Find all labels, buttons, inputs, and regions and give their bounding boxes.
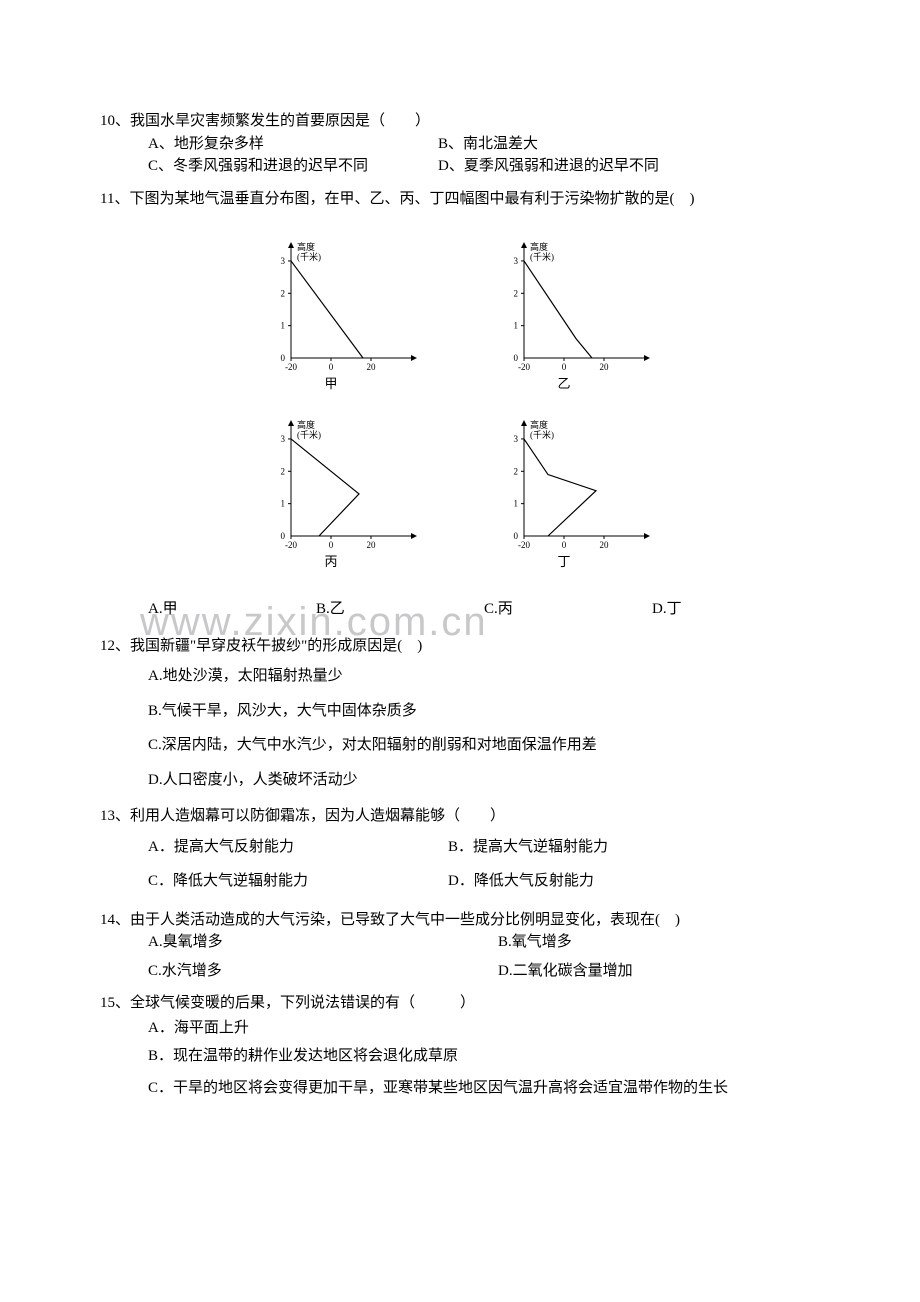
svg-text:3: 3 (281, 434, 286, 444)
svg-text:20: 20 (600, 540, 610, 550)
svg-text:1: 1 (514, 499, 519, 509)
svg-text:3: 3 (514, 434, 519, 444)
question-14: 14、 由于人类活动造成的大气污染，已导致了大气中一些成分比例明显变化，表现在(… (100, 909, 820, 983)
q14-option-c: C.水汽增多 (148, 960, 498, 983)
q12-number: 12、 (100, 635, 130, 658)
svg-text:3: 3 (281, 256, 286, 266)
q14-option-b: B.氧气增多 (498, 931, 572, 954)
chart-jia: 123-200200高度(千米)甲 (261, 228, 426, 394)
svg-text:1: 1 (281, 499, 286, 509)
q14-option-d: D.二氧化碳含量增加 (498, 960, 633, 983)
q13-option-c: C．降低大气逆辐射能力 (148, 870, 448, 893)
q12-option-b: B.气候干旱，风沙大，大气中固体杂质多 (148, 700, 820, 723)
q12-text: 我国新疆"早穿皮袄午披纱"的形成原因是( ) (130, 635, 820, 658)
svg-text:-20: -20 (518, 362, 530, 372)
svg-text:(千米): (千米) (530, 251, 554, 262)
question-10: 10、 我国水旱灾害频繁发生的首要原因是（ ） A、地形复杂多样 B、南北温差大… (100, 110, 820, 178)
svg-text:丁: 丁 (557, 554, 570, 569)
q15-number: 15、 (100, 992, 130, 1015)
svg-text:20: 20 (600, 362, 610, 372)
q10-text: 我国水旱灾害频繁发生的首要原因是（ ） (130, 110, 820, 133)
q13-option-a: A．提高大气反射能力 (148, 836, 448, 859)
q10-option-d: D、夏季风强弱和进退的迟早不同 (438, 155, 659, 178)
q11-option-c: C.丙 (484, 598, 652, 621)
question-12: 12、 我国新疆"早穿皮袄午披纱"的形成原因是( ) A.地处沙漠，太阳辐射热量… (100, 635, 820, 792)
q14-text: 由于人类活动造成的大气污染，已导致了大气中一些成分比例明显变化，表现在( ) (130, 909, 820, 932)
svg-text:高度: 高度 (530, 419, 548, 430)
svg-text:-20: -20 (285, 540, 297, 550)
q12-option-d: D.人口密度小，人类破坏活动少 (148, 769, 820, 792)
q10-option-a: A、地形复杂多样 (148, 133, 438, 156)
svg-text:高度: 高度 (530, 241, 548, 252)
q13-option-d: D．降低大气反射能力 (448, 870, 594, 893)
q10-option-c: C、冬季风强弱和进退的迟早不同 (148, 155, 438, 178)
q13-number: 13、 (100, 805, 130, 828)
svg-text:-20: -20 (518, 540, 530, 550)
svg-text:(千米): (千米) (530, 429, 554, 440)
svg-text:20: 20 (367, 362, 377, 372)
q15-option-b: B．现在温带的耕作业发达地区将会退化成草原 (148, 1045, 820, 1068)
svg-text:3: 3 (514, 256, 519, 266)
q15-option-a: A．海平面上升 (148, 1017, 820, 1040)
svg-text:高度: 高度 (297, 241, 315, 252)
svg-text:乙: 乙 (557, 376, 570, 391)
svg-text:高度: 高度 (297, 419, 315, 430)
svg-text:0: 0 (562, 362, 567, 372)
svg-text:0: 0 (514, 531, 519, 541)
svg-text:2: 2 (514, 288, 519, 298)
svg-text:甲: 甲 (324, 376, 337, 391)
svg-text:0: 0 (281, 353, 286, 363)
svg-text:-20: -20 (285, 362, 297, 372)
q13-text: 利用人造烟幕可以防御霜冻，因为人造烟幕能够（ ） (130, 805, 820, 828)
svg-text:2: 2 (281, 466, 286, 476)
charts-container: 123-200200高度(千米)甲 123-200200高度(千米)乙 123-… (100, 228, 820, 584)
svg-text:1: 1 (514, 321, 519, 331)
q11-option-b: B.乙 (316, 598, 484, 621)
q11-option-a: A.甲 (148, 598, 316, 621)
svg-text:1: 1 (281, 321, 286, 331)
question-15: 15、 全球气候变暖的后果，下列说法错误的有（ ） A．海平面上升 B．现在温带… (100, 992, 820, 1102)
svg-text:(千米): (千米) (297, 429, 321, 440)
q10-number: 10、 (100, 110, 130, 133)
q11-text: 下图为某地气温垂直分布图，在甲、乙、丙、丁四幅图中最有利于污染物扩散的是( ) (129, 188, 820, 211)
svg-text:2: 2 (281, 288, 286, 298)
question-11: 11、 下图为某地气温垂直分布图，在甲、乙、丙、丁四幅图中最有利于污染物扩散的是… (100, 188, 820, 621)
q12-option-a: A.地处沙漠，太阳辐射热量少 (148, 665, 820, 688)
q14-number: 14、 (100, 909, 130, 932)
svg-text:0: 0 (329, 362, 334, 372)
svg-text:0: 0 (329, 540, 334, 550)
svg-text:(千米): (千米) (297, 251, 321, 262)
svg-text:0: 0 (281, 531, 286, 541)
svg-text:丙: 丙 (324, 554, 337, 569)
q11-number: 11、 (100, 188, 129, 211)
svg-text:20: 20 (367, 540, 377, 550)
q14-option-a: A.臭氧增多 (148, 931, 498, 954)
svg-text:2: 2 (514, 466, 519, 476)
svg-text:0: 0 (514, 353, 519, 363)
q12-option-c: C.深居内陆，大气中水汽少，对太阳辐射的削弱和对地面保温作用差 (148, 734, 820, 757)
chart-yi: 123-200200高度(千米)乙 (494, 228, 659, 394)
q15-text: 全球气候变暖的后果，下列说法错误的有（ ） (130, 992, 820, 1015)
chart-bing: 123-200200高度(千米)丙 (261, 406, 426, 572)
q13-option-b: B．提高大气逆辐射能力 (448, 836, 608, 859)
q11-option-d: D.丁 (652, 598, 820, 621)
svg-text:0: 0 (562, 540, 567, 550)
q15-option-c: C．干旱的地区将会变得更加干旱，亚寒带某些地区因气温升高将会适宜温带作物的生长 (148, 1074, 820, 1103)
q10-option-b: B、南北温差大 (438, 133, 538, 156)
question-13: 13、 利用人造烟幕可以防御霜冻，因为人造烟幕能够（ ） A．提高大气反射能力 … (100, 805, 820, 893)
chart-ding: 123-200200高度(千米)丁 (494, 406, 659, 572)
